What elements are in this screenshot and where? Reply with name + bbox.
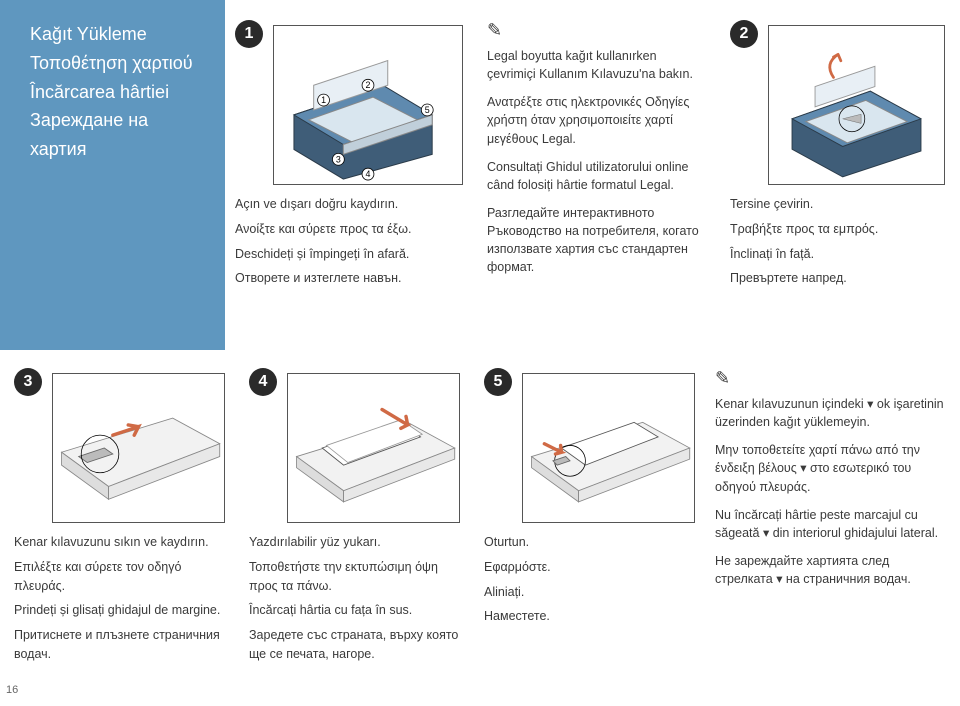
page: Kağıt Yükleme Τοποθέτηση χαρτιού Încărca… [0,0,960,706]
step5-el: Εφαρμόστε. [484,558,695,577]
warn-ro: Nu încărcați hârtie peste marcajul cu să… [715,506,946,542]
note-bg: Разгледайте интерактивното Ръководство н… [487,204,708,277]
title-bg: Зареждане на хартия [30,106,205,164]
step3-tr: Kenar kılavuzunu sıkın ve kaydırın. [14,533,225,552]
step3-bg: Притиснете и плъзнете страничния водач. [14,626,225,664]
warn-icon: ✎ [715,368,946,389]
step-1-illustration: 1 2 3 4 5 [273,25,463,185]
title-tr: Kağıt Yükleme [30,20,205,49]
page-number: 16 [6,684,18,696]
step-5-illustration [522,373,695,523]
step5-ro: Aliniați. [484,583,695,602]
svg-text:4: 4 [366,169,371,179]
step-3-col: 3 Kenar kılavuzunu sıkın ve kaydırın. Επ… [0,350,235,706]
step1-bg: Отворете и изтеглете навън. [235,269,465,288]
step-5-col: 5 Oturtun. Εφαρμόστε. Aliniați. Намест [470,350,705,706]
step2-tr: Tersine çevirin. [730,195,945,214]
step3-ro: Prindeți și glisați ghidajul de margine. [14,601,225,620]
step-2-number: 2 [730,20,758,48]
step-3-illustration [52,373,225,523]
step-4-col: 4 Yazdırılabilir yüz yukarı. Τοποθετήστε… [235,350,470,706]
step-1-col: 1 1 2 3 4 [225,0,475,350]
warning-col: ✎ Kenar kılavuzunun içindeki ▾ ok işaret… [705,350,960,706]
svg-text:5: 5 [425,105,430,115]
step4-tr: Yazdırılabilir yüz yukarı. [249,533,460,552]
step2-el: Τραβήξτε προς τα εμπρός. [730,220,945,239]
step4-ro: Încărcați hârtia cu fața în sus. [249,601,460,620]
step1-el: Ανοίξτε και σύρετε προς τα έξω. [235,220,465,239]
warn-el: Μην τοποθετείτε χαρτί πάνω από την ένδει… [715,441,946,495]
step3-el: Επιλέξτε και σύρετε τον οδηγό πλευράς. [14,558,225,596]
bottom-band: 3 Kenar kılavuzunu sıkın ve kaydırın. Επ… [0,350,960,706]
step4-el: Τοποθετήστε την εκτυπώσιμη όψη προς τα π… [249,558,460,596]
step4-bg: Заредете със страната, върху която ще се… [249,626,460,664]
step-4-illustration [287,373,460,523]
title-ro: Încărcarea hârtiei [30,78,205,107]
top-note-col: ✎ Legal boyutta kağıt kullanırken çevrim… [475,0,720,350]
svg-text:2: 2 [366,80,371,90]
top-band: Kağıt Yükleme Τοποθέτηση χαρτιού Încărca… [0,0,960,350]
step5-bg: Наместете. [484,607,695,626]
note-icon: ✎ [487,20,708,41]
title-el: Τοποθέτηση χαρτιού [30,49,205,78]
step-3-number: 3 [14,368,42,396]
step5-tr: Oturtun. [484,533,695,552]
note-el: Ανατρέξτε στις ηλεκτρονικές Οδηγίες χρήσ… [487,93,708,147]
step2-ro: Înclinați în față. [730,245,945,264]
step-5-number: 5 [484,368,512,396]
note-ro: Consultați Ghidul utilizatorului online … [487,158,708,194]
warn-bg: Не зареждайте хартията след стрелката ▾ … [715,552,946,588]
step1-tr: Açın ve dışarı doğru kaydırın. [235,195,465,214]
step1-ro: Deschideți și împingeți în afară. [235,245,465,264]
title-column: Kağıt Yükleme Τοποθέτηση χαρτιού Încărca… [0,0,225,350]
warn-tr: Kenar kılavuzunun içindeki ▾ ok işaretin… [715,395,946,431]
step-4-number: 4 [249,368,277,396]
step-2-illustration [768,25,945,185]
svg-text:3: 3 [336,154,341,164]
svg-text:1: 1 [321,95,326,105]
step-1-number: 1 [235,20,263,48]
step-2-col: 2 Tersine çevirin. Τραβήξτε προς τα ε [720,0,955,350]
step2-bg: Превъртете напред. [730,269,945,288]
note-tr: Legal boyutta kağıt kullanırken çevrimiç… [487,47,708,83]
